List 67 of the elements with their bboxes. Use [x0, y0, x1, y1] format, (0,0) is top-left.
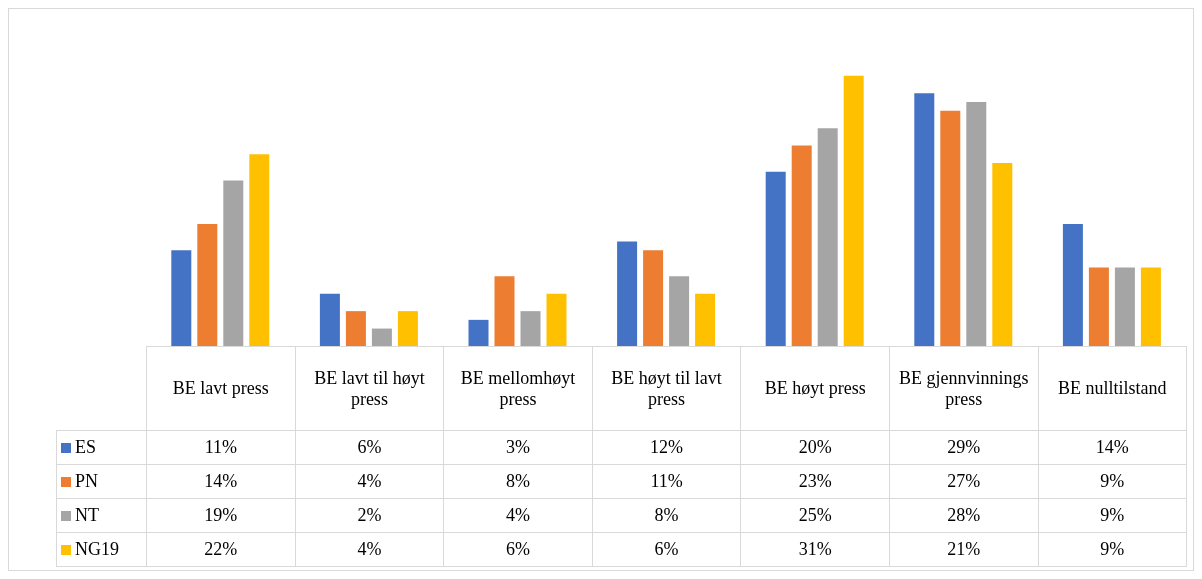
bar — [319, 293, 340, 346]
bar — [468, 319, 489, 346]
bar — [695, 293, 716, 346]
data-label: 2% — [295, 498, 444, 533]
data-label: 9% — [1038, 532, 1187, 567]
bar — [669, 276, 690, 346]
data-label: 28% — [889, 498, 1039, 533]
bar — [223, 180, 244, 346]
data-label: 20% — [740, 430, 890, 465]
x-tick-label: BE lavt press — [146, 346, 296, 431]
data-label: 22% — [146, 532, 296, 567]
bar — [249, 154, 270, 346]
bar — [617, 241, 638, 346]
data-label: 4% — [295, 464, 444, 499]
data-label: 6% — [295, 430, 444, 465]
legend-label: NG19 — [56, 532, 147, 567]
data-label: 12% — [592, 430, 741, 465]
data-label: 8% — [592, 498, 741, 533]
bar — [197, 224, 218, 346]
bar — [940, 110, 961, 346]
data-label: 8% — [443, 464, 593, 499]
data-label: 29% — [889, 430, 1039, 465]
bar — [371, 328, 392, 346]
bar — [765, 171, 786, 346]
data-label: 27% — [889, 464, 1039, 499]
bar — [643, 250, 664, 346]
bar — [1140, 267, 1161, 346]
data-label: 11% — [592, 464, 741, 499]
x-tick-label: BE høyt til lavt press — [592, 346, 741, 431]
data-label: 14% — [1038, 430, 1187, 465]
data-label: 11% — [146, 430, 296, 465]
bar — [171, 250, 192, 346]
bar — [1062, 224, 1083, 346]
x-tick-label: BE gjennvinnings press — [889, 346, 1039, 431]
bar — [992, 163, 1013, 346]
data-label: 14% — [146, 464, 296, 499]
bar — [345, 311, 366, 346]
bar — [494, 276, 515, 346]
data-label: 23% — [740, 464, 890, 499]
data-label: 25% — [740, 498, 890, 533]
x-tick-label: BE høyt press — [740, 346, 890, 431]
data-label: 19% — [146, 498, 296, 533]
data-label: 4% — [443, 498, 593, 533]
legend-label: ES — [56, 430, 147, 465]
data-label: 21% — [889, 532, 1039, 567]
data-label: 6% — [443, 532, 593, 567]
legend-label: NT — [56, 498, 147, 533]
bar — [520, 311, 541, 346]
data-label: 9% — [1038, 464, 1187, 499]
data-label: 4% — [295, 532, 444, 567]
data-label: 9% — [1038, 498, 1187, 533]
bar — [817, 128, 838, 346]
bar — [1114, 267, 1135, 346]
bar — [546, 293, 567, 346]
bar — [843, 75, 864, 346]
data-label: 6% — [592, 532, 741, 567]
x-tick-label: BE nulltilstand — [1038, 346, 1187, 431]
bar — [966, 102, 987, 346]
x-tick-label: BE lavt til høyt press — [295, 346, 444, 431]
data-label: 31% — [740, 532, 890, 567]
x-tick-label: BE mellomhøyt press — [443, 346, 593, 431]
data-label: 3% — [443, 430, 593, 465]
legend-label: PN — [56, 464, 147, 499]
bar — [791, 145, 812, 346]
bar — [397, 311, 418, 346]
bar — [1088, 267, 1109, 346]
bar — [914, 93, 935, 346]
